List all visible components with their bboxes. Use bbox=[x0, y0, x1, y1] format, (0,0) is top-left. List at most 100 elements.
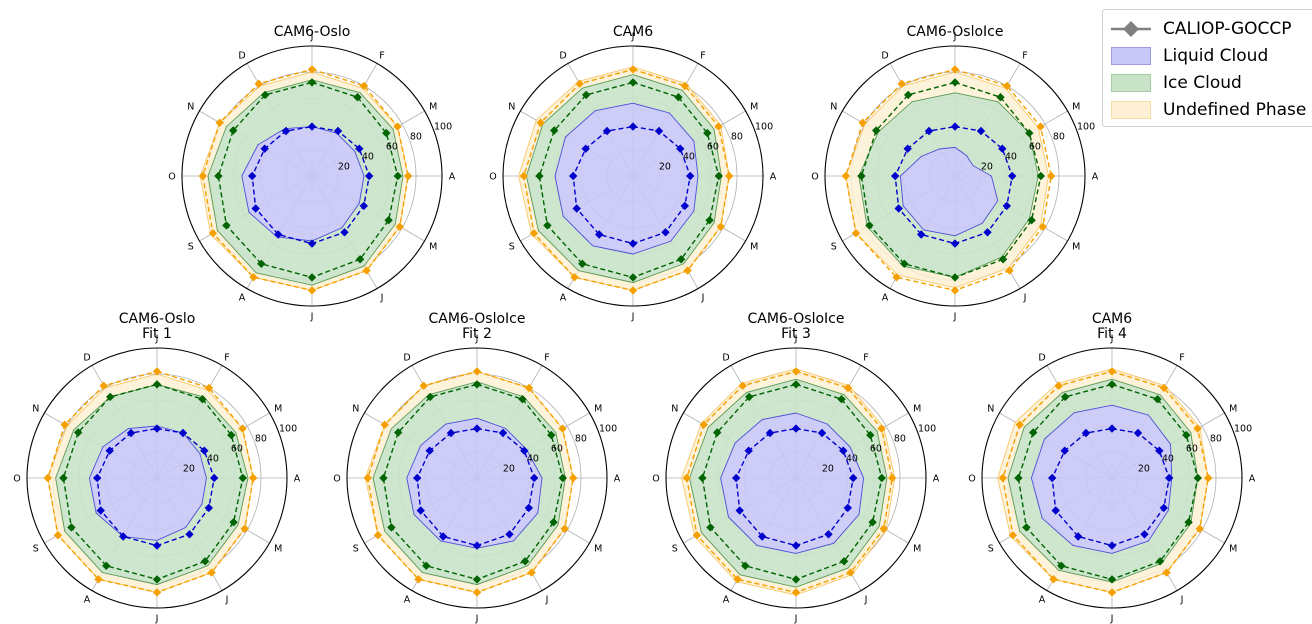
undefined-swatch-icon bbox=[1111, 101, 1151, 119]
outer-circle bbox=[181, 45, 443, 307]
month-label: A bbox=[239, 293, 246, 304]
obs-undefined-point bbox=[558, 424, 567, 433]
obs-ice-point bbox=[472, 380, 482, 389]
obs-ice-point bbox=[520, 557, 530, 566]
obs-undefined-point bbox=[207, 568, 216, 577]
obs-liquid-point bbox=[1008, 171, 1017, 181]
obs-ice-point bbox=[387, 523, 396, 532]
month-label: M bbox=[1072, 242, 1080, 253]
obs-ice-point bbox=[257, 259, 266, 268]
obs-ice-point bbox=[355, 255, 365, 264]
obs-liquid-point bbox=[520, 446, 529, 455]
legend: CALIOP-GOCCP Liquid Cloud Ice Cloud Unde… bbox=[1102, 9, 1312, 127]
month-label: D bbox=[881, 50, 888, 61]
obs-ice-point bbox=[200, 557, 210, 566]
month-label: M bbox=[913, 544, 921, 555]
liquid-cloud-area bbox=[720, 412, 865, 554]
obs-liquid-point bbox=[200, 446, 209, 455]
ice-cloud-outline bbox=[688, 378, 888, 588]
radial-tick-label: 80 bbox=[894, 433, 906, 444]
chart-title: Fit 3 bbox=[781, 326, 811, 342]
legend-item-liquid: Liquid Cloud bbox=[1103, 43, 1312, 69]
month-label: D bbox=[1038, 352, 1045, 363]
obs-undefined-point bbox=[1005, 266, 1014, 275]
obs-ice-point bbox=[558, 473, 567, 483]
obs-undefined-point bbox=[404, 171, 413, 181]
obs-ice-point bbox=[238, 473, 247, 483]
radial-tick-label: 100 bbox=[599, 424, 617, 435]
obs-ice-point bbox=[1182, 430, 1191, 440]
obs-undefined-point bbox=[363, 473, 372, 483]
month-label: N bbox=[987, 404, 994, 415]
obs-undefined-point bbox=[240, 524, 249, 533]
radial-tick-label: 80 bbox=[255, 433, 267, 444]
obs-liquid-point bbox=[950, 239, 960, 248]
obs-liquid-point bbox=[355, 144, 364, 153]
radial-tick-label: 20 bbox=[503, 463, 515, 474]
obs-undefined-point bbox=[892, 273, 901, 282]
radial-tick-label: 20 bbox=[1138, 463, 1150, 474]
obs-ice-point bbox=[714, 171, 723, 181]
chart-title: CAM6-Oslo bbox=[119, 311, 196, 327]
month-label: A bbox=[449, 172, 456, 183]
obs-ice-point bbox=[791, 575, 801, 584]
outer-circle bbox=[502, 45, 764, 307]
obs-liquid-point bbox=[1140, 530, 1149, 539]
obs-ice-point bbox=[950, 273, 960, 282]
month-label: A bbox=[723, 595, 730, 606]
obs-liquid-point bbox=[765, 428, 775, 438]
obs-ice-point bbox=[1014, 473, 1023, 483]
month-label: M bbox=[1229, 404, 1237, 415]
obs-ice-point bbox=[261, 90, 270, 100]
legend-label: Liquid Cloud bbox=[1163, 46, 1269, 66]
ice-cloud-outline bbox=[207, 79, 404, 286]
obs-ice-point bbox=[866, 430, 875, 440]
obs-liquid-point bbox=[248, 171, 257, 181]
obs-undefined-point bbox=[950, 286, 960, 295]
radial-tick-label: 60 bbox=[1186, 443, 1198, 454]
outer-circle bbox=[346, 347, 608, 609]
obs-undefined-point bbox=[208, 229, 218, 238]
obs-undefined-point bbox=[99, 381, 108, 390]
ice-cloud-area bbox=[1008, 379, 1198, 582]
obs-undefined-point bbox=[628, 286, 638, 295]
obs-liquid-point bbox=[654, 126, 664, 136]
month-label: M bbox=[594, 404, 602, 415]
month-label: M bbox=[429, 242, 437, 253]
obs-ice-point bbox=[1061, 392, 1070, 402]
month-label: N bbox=[187, 102, 194, 113]
obs-liquid-point bbox=[917, 230, 926, 239]
obs-liquid-point bbox=[1002, 201, 1011, 211]
month-label: D bbox=[722, 352, 729, 363]
obs-ice-point bbox=[904, 90, 913, 100]
obs-undefined-point bbox=[519, 171, 528, 181]
obs-ice-point bbox=[59, 473, 68, 483]
obs-liquid-point bbox=[416, 506, 425, 515]
month-label: F bbox=[1022, 50, 1027, 61]
obs-undefined-point bbox=[846, 568, 855, 577]
month-label: N bbox=[32, 404, 39, 415]
legend-item-observations: CALIOP-GOCCP bbox=[1103, 16, 1312, 42]
obs-undefined-point bbox=[536, 118, 545, 127]
obs-liquid-point bbox=[791, 424, 801, 433]
obs-undefined-point bbox=[841, 171, 850, 181]
obs-liquid-point bbox=[894, 204, 903, 213]
obs-liquid-point bbox=[1074, 532, 1083, 541]
obs-undefined-point bbox=[725, 171, 734, 181]
obs-liquid-point bbox=[274, 230, 283, 239]
month-label: D bbox=[559, 50, 566, 61]
obs-undefined-point bbox=[560, 524, 569, 533]
obs-ice-point bbox=[900, 259, 909, 268]
radial-tick-label: 40 bbox=[1005, 151, 1017, 162]
legend-label: CALIOP-GOCCP bbox=[1163, 19, 1292, 39]
obs-ice-point bbox=[1027, 216, 1036, 225]
month-label: J bbox=[631, 312, 635, 323]
month-label: A bbox=[84, 595, 91, 606]
ice-cloud-area bbox=[858, 92, 1039, 278]
obs-ice-point bbox=[152, 575, 162, 584]
obs-liquid-point bbox=[260, 144, 269, 153]
obs-ice-point bbox=[706, 523, 715, 532]
obs-undefined-point bbox=[897, 79, 906, 88]
obs-ice-point bbox=[1022, 523, 1031, 532]
